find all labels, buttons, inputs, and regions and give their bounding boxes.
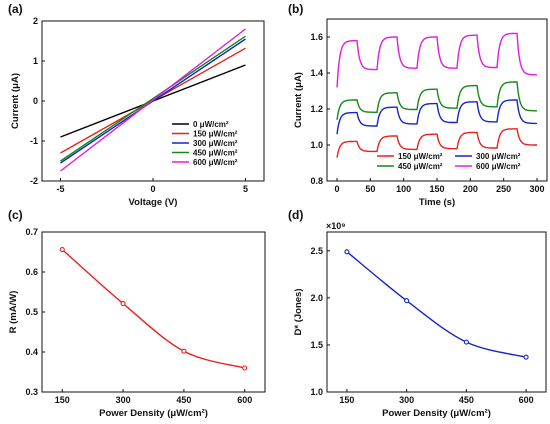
y-tick-label: 1 xyxy=(33,56,38,66)
y-tick-label: 1.5 xyxy=(310,340,323,350)
data-point xyxy=(523,354,529,360)
x-axis-label: Voltage (V) xyxy=(129,197,178,208)
y-axis-label: R (mA/W) xyxy=(8,291,19,334)
legend-label: 300 μW/cm² xyxy=(193,139,238,148)
x-tick-label: 150 xyxy=(429,184,444,194)
legend-label: 300 μW/cm² xyxy=(476,152,521,161)
data-point xyxy=(463,339,469,345)
x-axis-label: Power Density (μW/cm²) xyxy=(382,408,491,419)
panel-label: (a) xyxy=(8,2,23,16)
legend-label: 450 μW/cm² xyxy=(398,162,443,171)
x-tick-label: 150 xyxy=(339,395,354,405)
x-tick-label: 600 xyxy=(237,395,252,405)
series-curve xyxy=(61,249,245,369)
x-tick-label: 5 xyxy=(243,184,248,194)
x-tick-label: 250 xyxy=(496,184,511,194)
legend-label: 450 μW/cm² xyxy=(193,149,238,158)
y-tick-label: -1 xyxy=(30,136,38,146)
panel-label: (b) xyxy=(288,2,303,16)
x-tick-label: 50 xyxy=(365,184,375,194)
series-line xyxy=(60,38,246,164)
y-tick-label: 0.3 xyxy=(25,387,38,397)
x-tick-label: 100 xyxy=(396,184,411,194)
y-axis-label: Current (μA) xyxy=(10,73,21,129)
y-tick-label: -2 xyxy=(30,176,38,186)
legend-label: 600 μW/cm² xyxy=(476,162,521,171)
data-point xyxy=(404,298,410,304)
series-line xyxy=(336,128,537,158)
x-tick-label: 450 xyxy=(176,395,191,405)
x-axis-label: Time (s) xyxy=(419,197,455,208)
x-tick-label: 0 xyxy=(334,184,339,194)
x-tick-label: 450 xyxy=(459,395,474,405)
x-tick-label: 300 xyxy=(529,184,544,194)
x-tick-label: 150 xyxy=(55,395,70,405)
legend-label: 0 μW/cm² xyxy=(193,120,229,129)
panel-label: (d) xyxy=(288,208,303,222)
data-point xyxy=(59,247,65,253)
data-point xyxy=(120,301,126,307)
series-line xyxy=(60,28,246,172)
y-tick-label: 0 xyxy=(33,96,38,106)
y-multiplier: ×10⁹ xyxy=(326,221,346,231)
data-point xyxy=(181,348,187,354)
y-tick-label: 0.4 xyxy=(25,347,38,357)
y-tick-label: 2.5 xyxy=(310,246,323,256)
panel-label: (c) xyxy=(8,208,23,222)
y-tick-label: 0.7 xyxy=(25,227,38,237)
y-tick-label: 2.0 xyxy=(310,293,323,303)
series-line xyxy=(336,81,537,120)
legend-label: 600 μW/cm² xyxy=(193,158,238,167)
y-tick-label: 0.5 xyxy=(25,307,38,317)
y-axis-label: Current (μA) xyxy=(293,72,304,128)
x-tick-label: 600 xyxy=(519,395,534,405)
y-tick-label: 1.0 xyxy=(310,140,323,150)
y-tick-label: 0.8 xyxy=(310,176,323,186)
y-tick-label: 1.4 xyxy=(310,68,323,78)
series-curve xyxy=(346,251,527,358)
legend-label: 150 μW/cm² xyxy=(193,130,238,139)
panel-1: (a) -5 0 5 -2 -1 0 1 2 Voltage (V) Current (μA) 0 μ… xyxy=(8,2,265,208)
y-axis-label: D* (Jones) xyxy=(293,289,304,336)
y-tick-label: 1.2 xyxy=(310,104,323,114)
y-tick-label: 1.0 xyxy=(310,387,323,397)
x-tick-label: 200 xyxy=(463,184,478,194)
data-point xyxy=(242,365,248,371)
series-line xyxy=(336,99,537,135)
x-tick-label: 300 xyxy=(116,395,131,405)
legend-label: 150 μW/cm² xyxy=(398,152,443,161)
y-tick-label: 1.6 xyxy=(310,32,323,42)
data-point xyxy=(344,249,350,255)
x-tick-label: -5 xyxy=(56,184,64,194)
plot-frame xyxy=(41,231,266,393)
y-tick-label: 0.6 xyxy=(25,267,38,277)
panel-3: (c) 150 300 450 600 0.3 0.4 0.5 0.6 0.7 Power Dens… xyxy=(8,208,266,419)
series-line xyxy=(60,35,246,162)
x-axis-label: Power Density (μW/cm²) xyxy=(99,408,208,419)
x-tick-label: 300 xyxy=(399,395,414,405)
plot-frame xyxy=(326,231,547,393)
x-tick-label: 0 xyxy=(150,184,155,194)
y-tick-label: 2 xyxy=(33,16,38,26)
series-line xyxy=(336,32,537,88)
panel-4: (d) 150 300 450 600 1.0 1.5 2.0 2.5 Power Density… xyxy=(288,208,547,419)
panel-2: (b) 0 50 100 150 200 250 300 0.8 1.0 1.2 1.4 1.6 Time… xyxy=(288,2,548,208)
